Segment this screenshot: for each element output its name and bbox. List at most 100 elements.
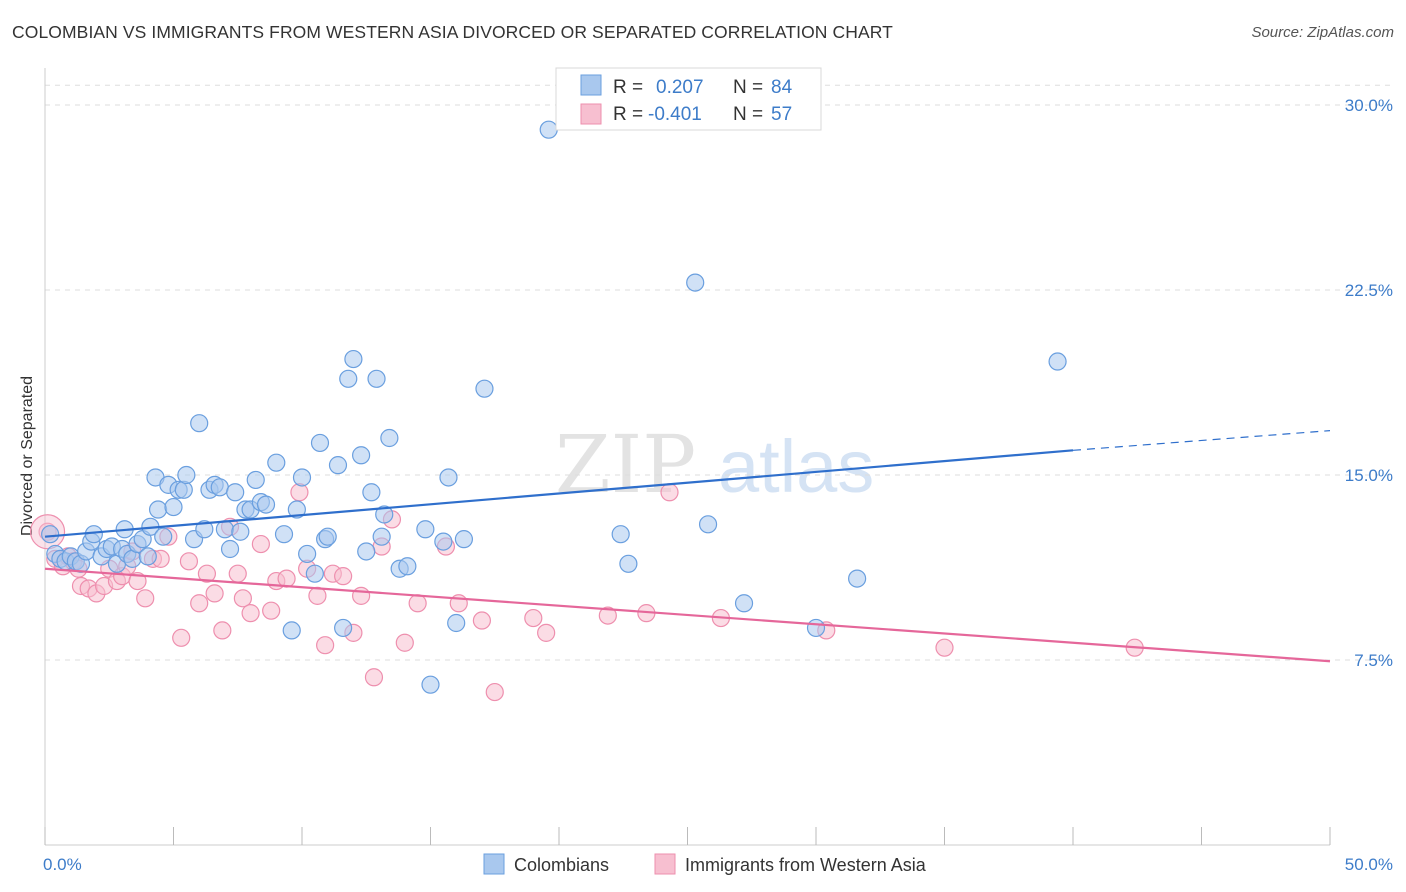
data-point <box>472 611 491 630</box>
data-point <box>136 589 155 608</box>
data-point <box>148 500 168 519</box>
data-point <box>287 500 306 519</box>
legend-top-swatch-immigrants <box>580 103 602 125</box>
y-axis-tick-labels: 7.5% 15.0% 22.5% 30.0% <box>1345 96 1393 670</box>
legend-top-n-value-1: 84 <box>771 77 793 98</box>
data-point <box>362 483 381 502</box>
data-point <box>210 478 229 497</box>
legend-top-r-value-2: -0.401 <box>648 104 702 125</box>
data-point <box>935 638 954 657</box>
data-point <box>367 369 386 388</box>
data-point <box>380 428 399 448</box>
data-point <box>190 594 209 613</box>
data-point <box>539 120 558 139</box>
data-point <box>421 675 440 694</box>
legend-bottom-label-colombians: Colombians <box>514 855 609 875</box>
data-point <box>128 571 147 591</box>
data-point <box>233 589 252 608</box>
watermark: ZIP atlas <box>555 418 874 511</box>
data-point <box>619 554 638 573</box>
chart-title: COLOMBIAN VS IMMIGRANTS FROM WESTERN ASI… <box>12 22 893 42</box>
legend-top-n-label-1: N = <box>733 77 763 98</box>
data-point <box>205 584 224 603</box>
data-point <box>398 557 417 576</box>
data-point <box>154 527 173 546</box>
source-label: Source: ZipAtlas.com <box>1251 24 1394 41</box>
x-tick-label-max: 50.0% <box>1345 855 1393 874</box>
y-axis-label: Divorced or Separated <box>19 376 36 536</box>
trend-line-colombians-extension <box>1072 430 1331 451</box>
legend-bottom: Colombians Immigrants from Western Asia <box>483 853 927 875</box>
series-immigrants-western-asia <box>29 483 1144 702</box>
data-point <box>246 470 265 490</box>
data-point <box>734 594 754 613</box>
data-point <box>215 520 234 539</box>
data-point <box>339 369 358 388</box>
trend-line-immigrants <box>44 567 1331 663</box>
gridlines <box>45 84 1395 661</box>
data-point <box>434 532 453 551</box>
data-point <box>686 273 705 292</box>
data-point <box>197 564 217 583</box>
legend-bottom-swatch-immigrants <box>654 853 676 875</box>
data-point <box>611 525 630 544</box>
watermark-atlas: atlas <box>718 425 874 508</box>
data-point <box>292 468 312 487</box>
data-point <box>454 530 474 549</box>
data-point <box>231 522 250 541</box>
y-tick-label: 22.5% <box>1345 281 1393 300</box>
data-point <box>267 453 286 472</box>
data-point <box>447 613 466 633</box>
x-axis-ticks <box>44 827 1331 845</box>
data-point <box>274 525 294 544</box>
data-point <box>537 623 556 642</box>
data-point <box>84 525 103 544</box>
data-point <box>282 621 301 640</box>
data-point <box>660 483 679 502</box>
data-point <box>298 544 317 564</box>
data-point <box>251 534 270 554</box>
legend-top-r-label-1: R = <box>613 77 643 98</box>
data-point <box>806 618 826 638</box>
legend-top-n-value-2: 57 <box>771 104 792 125</box>
data-point <box>174 480 193 499</box>
data-point <box>395 633 414 652</box>
data-point <box>195 520 214 539</box>
data-point <box>352 586 371 605</box>
y-tick-label: 15.0% <box>1345 466 1393 485</box>
series-colombians <box>41 120 1067 694</box>
data-point <box>310 433 330 453</box>
data-point <box>316 636 335 655</box>
data-point <box>344 349 363 369</box>
x-tick-label-min: 0.0% <box>43 855 82 874</box>
data-point <box>179 552 199 571</box>
data-point <box>475 379 494 398</box>
data-point <box>328 456 348 475</box>
legend-bottom-swatch-colombians <box>483 853 505 875</box>
data-point <box>305 564 324 583</box>
data-point <box>375 505 394 524</box>
data-point <box>334 618 353 638</box>
legend-top-r-label-2: R = <box>613 104 643 125</box>
data-point <box>485 682 504 702</box>
legend-top-n-label-2: N = <box>733 104 763 125</box>
data-point <box>241 604 260 623</box>
legend-top: R = 0.207 N = 84 R = -0.401 N = 57 <box>555 67 822 131</box>
data-point <box>277 569 296 588</box>
data-point <box>138 547 157 566</box>
data-point <box>848 569 867 588</box>
data-point <box>177 465 196 485</box>
data-point <box>226 483 245 502</box>
y-tick-label: 30.0% <box>1345 96 1393 115</box>
legend-bottom-label-immigrants: Immigrants from Western Asia <box>685 855 927 875</box>
data-point <box>372 527 391 546</box>
data-point <box>524 608 543 628</box>
data-point <box>1048 352 1067 371</box>
data-point <box>318 527 337 546</box>
trend-lines <box>44 430 1331 663</box>
data-point <box>256 495 276 514</box>
data-point <box>352 446 371 465</box>
y-tick-label: 7.5% <box>1354 651 1393 670</box>
data-point <box>439 468 458 487</box>
